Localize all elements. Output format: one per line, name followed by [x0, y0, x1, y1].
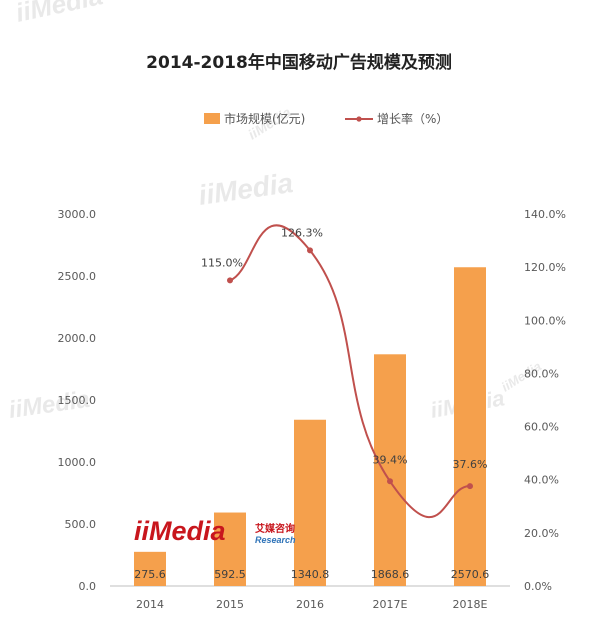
bar	[374, 354, 406, 586]
watermark-text: iiMedia	[197, 167, 295, 211]
y-right-tick-label: 100.0%	[524, 314, 566, 327]
legend-bar-swatch	[204, 113, 220, 124]
y-left-tick-label: 3000.0	[58, 208, 97, 221]
bar-value-label: 275.6	[134, 568, 166, 581]
y-axis-left: 0.0 500.0 1000.0 1500.0 2000.0 2500.0 3000.0	[58, 208, 97, 593]
watermark-text: iiMedia	[13, 0, 105, 28]
x-tick-label: 2014	[136, 598, 164, 611]
y-right-tick-label: 40.0%	[524, 474, 559, 487]
legend-line-label: 增长率（%）	[377, 111, 448, 126]
growth-line	[229, 224, 471, 519]
growth-point	[227, 277, 233, 284]
iimedia-logo-cn: 艾媒咨询	[255, 522, 295, 535]
chart-title: 2014-2018年中国移动广告规模及预测	[146, 52, 452, 73]
bar	[454, 267, 486, 586]
bar-series	[134, 267, 486, 586]
growth-point	[387, 478, 393, 485]
y-right-tick-label: 60.0%	[524, 421, 559, 434]
y-left-tick-label: 2500.0	[58, 270, 97, 283]
iimedia-logo-text: iiMedia	[134, 516, 226, 546]
y-left-tick-label: 500.0	[65, 518, 97, 531]
x-axis-ticks: 2014 2015 2016 2017E 2018E	[136, 598, 488, 611]
y-left-tick-label: 0.0	[79, 580, 97, 593]
y-axis-right: 0.0% 20.0% 40.0% 60.0% 80.0% 100.0% 120.0% 140.…	[524, 208, 566, 593]
bar	[294, 419, 326, 586]
y-right-tick-label: 120.0%	[524, 261, 566, 274]
y-right-tick-label: 80.0%	[524, 367, 559, 380]
bar-value-label: 2570.6	[451, 568, 490, 581]
x-tick-label: 2018E	[453, 598, 488, 611]
legend-line-marker	[356, 116, 362, 122]
growth-value-label: 39.4%	[373, 453, 408, 466]
bar-value-label: 1340.8	[291, 568, 330, 581]
y-left-tick-label: 2000.0	[58, 332, 97, 345]
legend: 市场规模(亿元) 增长率（%）	[204, 111, 448, 126]
y-right-tick-label: 0.0%	[524, 580, 552, 593]
bar	[134, 551, 166, 586]
growth-point	[307, 247, 313, 254]
y-right-tick-label: 20.0%	[524, 527, 559, 540]
growth-value-label: 126.3%	[281, 226, 323, 239]
y-right-tick-label: 140.0%	[524, 208, 566, 221]
y-left-tick-label: 1500.0	[58, 394, 97, 407]
x-tick-label: 2015	[216, 598, 244, 611]
legend-bar-label: 市场规模(亿元)	[224, 111, 305, 126]
growth-point	[467, 483, 473, 490]
bar-data-labels: 275.6 592.5 1340.8 1868.6 2570.6	[134, 568, 489, 581]
bar	[214, 512, 246, 586]
y-left-tick-label: 1000.0	[58, 456, 97, 469]
x-tick-label: 2016	[296, 598, 324, 611]
bar-value-label: 1868.6	[371, 568, 410, 581]
line-series: 115.0% 126.3% 39.4% 37.6%	[201, 224, 488, 519]
bar-value-label: 592.5	[214, 568, 246, 581]
iimedia-logo-sub: Research	[255, 535, 296, 545]
growth-value-label: 115.0%	[201, 256, 243, 269]
x-tick-label: 2017E	[373, 598, 408, 611]
growth-value-label: 37.6%	[453, 458, 488, 471]
